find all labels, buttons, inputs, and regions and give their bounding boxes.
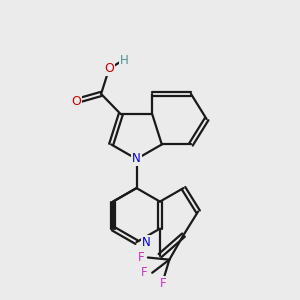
Text: N: N <box>142 236 151 249</box>
Text: N: N <box>132 152 141 166</box>
Text: F: F <box>138 251 145 264</box>
Text: O: O <box>105 62 115 76</box>
Text: H: H <box>120 54 128 68</box>
Text: F: F <box>141 266 148 279</box>
Text: O: O <box>71 94 81 108</box>
Text: F: F <box>160 277 166 290</box>
